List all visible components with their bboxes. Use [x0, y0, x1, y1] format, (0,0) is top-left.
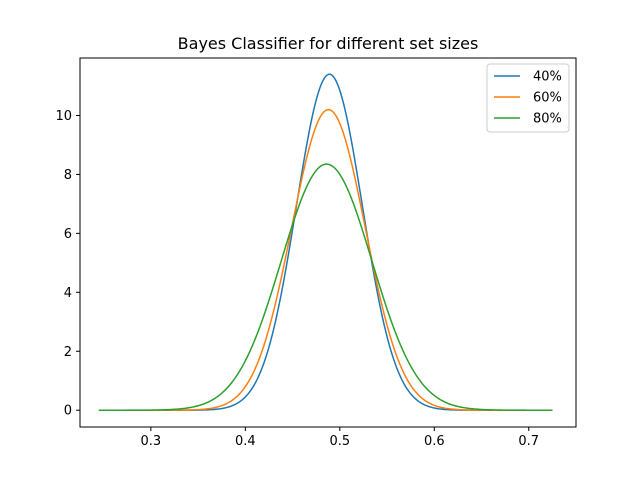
axes-frame [79, 57, 577, 428]
x-tick-label: 0.4 [235, 434, 256, 449]
legend-label: 80% [533, 112, 562, 127]
legend-box [486, 63, 570, 133]
legend: 40% 60% 80% [486, 63, 570, 133]
y-tick-label: 6 [64, 227, 72, 242]
y-tick-label: 2 [64, 345, 72, 360]
legend-label: 40% [533, 70, 562, 85]
legend-label: 60% [533, 91, 562, 106]
x-tick-label: 0.6 [424, 434, 445, 449]
series-line-80pct [98, 163, 553, 411]
y-tick-label: 4 [64, 286, 72, 301]
series-line-60pct [98, 108, 553, 411]
y-tick-label: 0 [64, 404, 72, 419]
x-tick-label: 0.7 [518, 434, 539, 449]
y-tick-label: 10 [55, 109, 72, 124]
y-tick-label: 8 [64, 168, 72, 183]
chart-title: Bayes Classifier for different set sizes [178, 34, 479, 53]
x-tick-label: 0.5 [329, 434, 350, 449]
x-tick-label: 0.3 [141, 434, 162, 449]
